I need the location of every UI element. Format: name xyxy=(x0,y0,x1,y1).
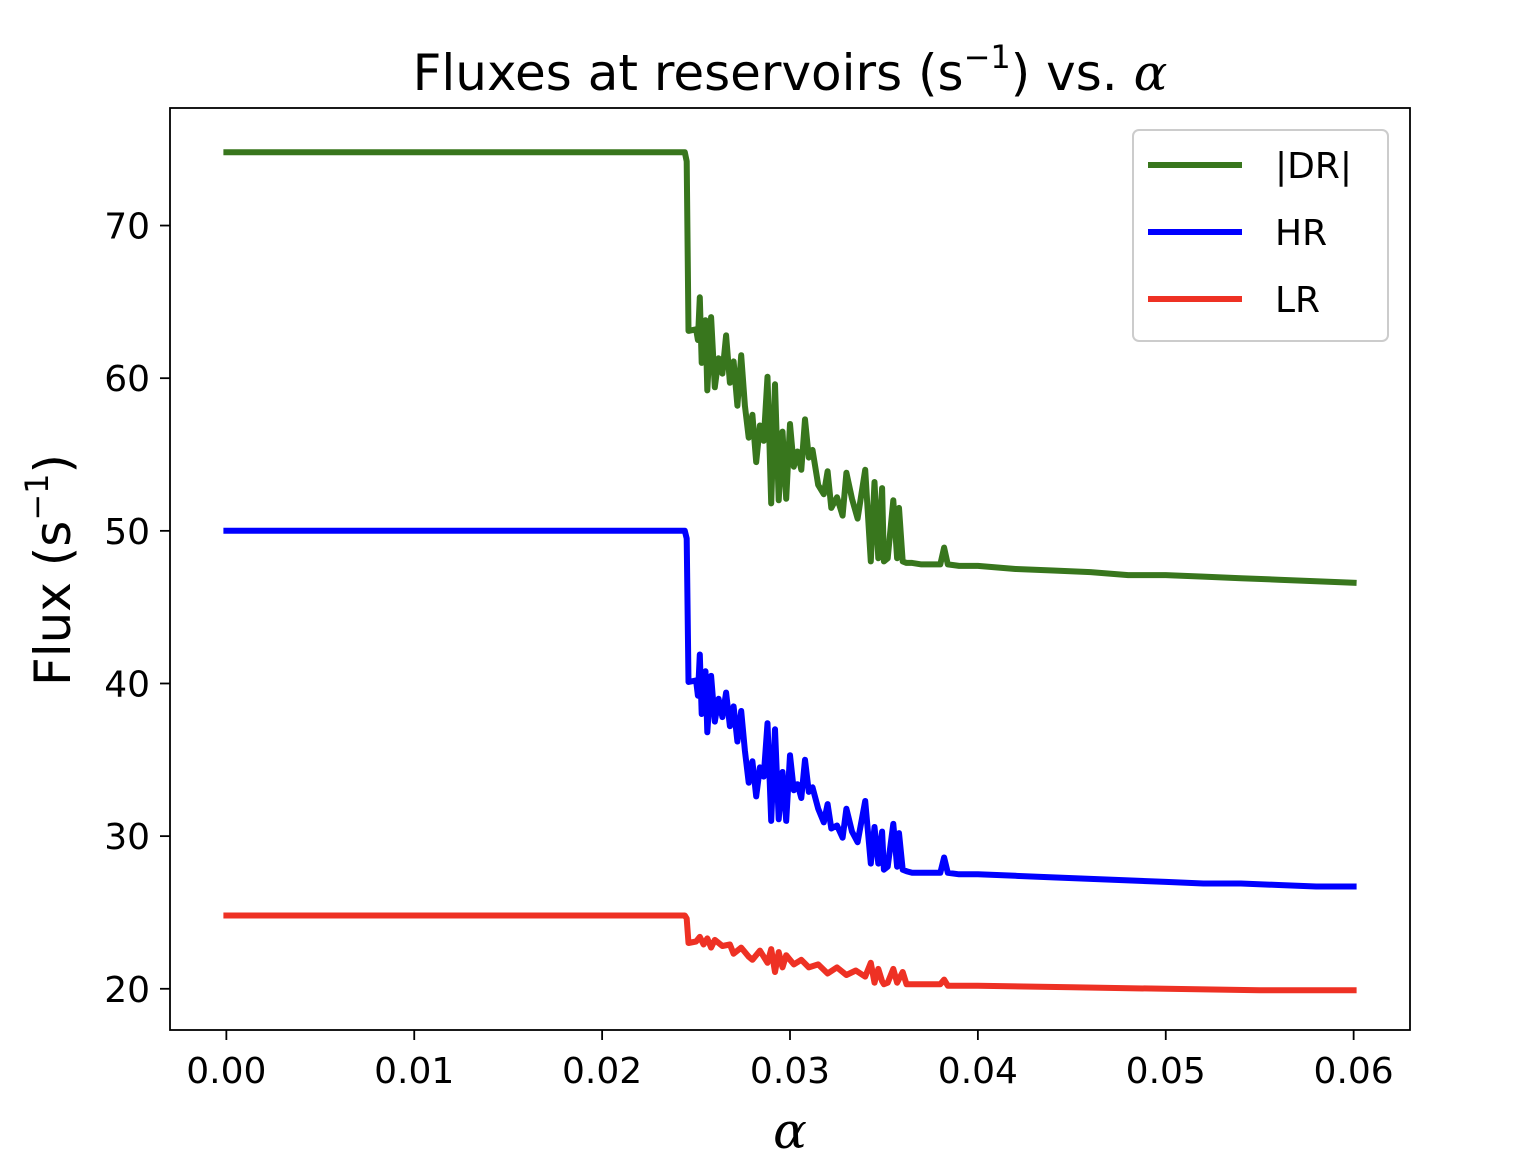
legend-box xyxy=(1132,129,1389,342)
y-tick-label: 50 xyxy=(104,512,150,553)
legend-label: |DR| xyxy=(1275,146,1352,187)
y-axis: 20 30 40 50 60 70 xyxy=(104,207,170,1011)
series-line-2 xyxy=(223,912,1357,994)
x-tick-label: 0.00 xyxy=(186,1051,266,1092)
x-axis: 0.00 0.01 0.02 0.03 0.04 0.05 0.06 xyxy=(186,1030,1394,1092)
y-tick-label: 20 xyxy=(104,970,150,1011)
y-tick-label: 30 xyxy=(104,817,150,858)
x-tick-label: 0.01 xyxy=(374,1051,454,1092)
legend-label: HR xyxy=(1275,213,1327,254)
series-line-0 xyxy=(223,149,1357,586)
legend: |DR| HR LR xyxy=(1132,129,1389,342)
series-line-1 xyxy=(223,527,1357,890)
legend-label: LR xyxy=(1275,280,1320,321)
y-axis-label: Flux (s−1) xyxy=(18,454,82,686)
y-tick-label: 70 xyxy=(104,207,150,248)
x-tick-label: 0.02 xyxy=(562,1051,642,1092)
chart-title: Fluxes at reservoirs (s−1) vs. α xyxy=(413,38,1168,102)
x-tick-label: 0.05 xyxy=(1126,1051,1206,1092)
x-axis-label: α xyxy=(773,1102,807,1160)
x-tick-label: 0.06 xyxy=(1314,1051,1394,1092)
y-tick-label: 40 xyxy=(104,664,150,705)
y-tick-label: 60 xyxy=(104,359,150,400)
series-layer xyxy=(223,149,1357,994)
x-tick-label: 0.04 xyxy=(938,1051,1018,1092)
x-tick-label: 0.03 xyxy=(750,1051,830,1092)
